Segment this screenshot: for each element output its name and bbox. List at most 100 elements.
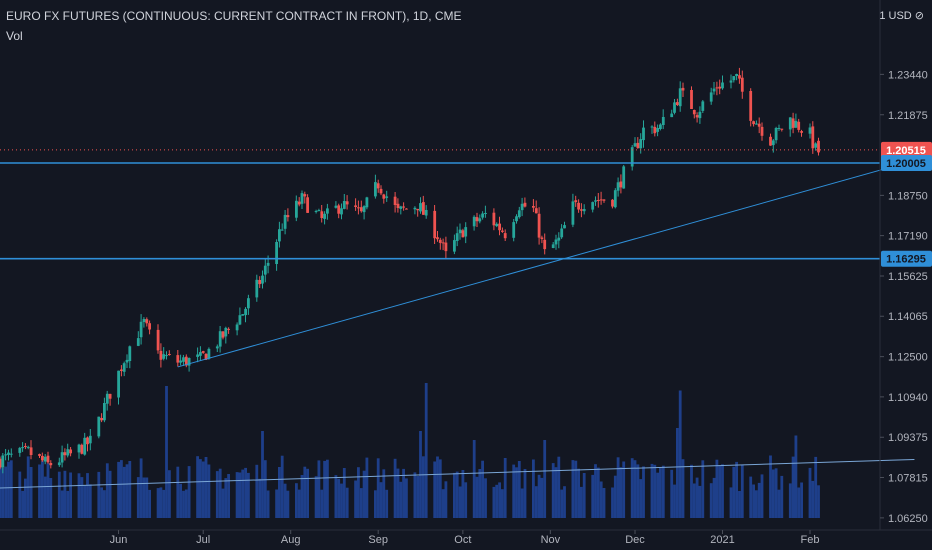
candle-body (642, 127, 645, 141)
candle-body (204, 353, 208, 360)
candle-body (103, 403, 106, 421)
volume-bar (557, 456, 561, 518)
volume-bar (379, 482, 383, 518)
volume-bar (385, 489, 389, 518)
candle-body (337, 205, 341, 214)
volume-bar (88, 484, 92, 518)
volume-bar (66, 490, 70, 518)
volume-bar (145, 477, 149, 518)
candle-body (811, 126, 815, 149)
candle-body (357, 207, 360, 209)
candle-body (125, 359, 129, 363)
candle-body (21, 447, 24, 449)
volume-bar (458, 486, 462, 518)
candle-body (376, 183, 380, 189)
candle-body (444, 242, 448, 252)
candle-body (80, 444, 84, 454)
volume-bar (83, 485, 87, 518)
candle-body (41, 455, 44, 461)
price-axis-label: 1.21875 (888, 110, 928, 122)
volume-bar (300, 475, 304, 518)
candle-body (97, 416, 101, 437)
volume-bar (580, 486, 583, 518)
volume-bar (402, 468, 405, 518)
time-axis-label: Dec (625, 534, 645, 546)
candle-body (354, 205, 357, 207)
volume-bar (817, 485, 820, 518)
candle-body (619, 181, 623, 188)
price-axis-label: 1.10940 (888, 392, 928, 404)
candle-body (402, 206, 405, 208)
volume-bar (712, 477, 716, 518)
volume-bar (455, 471, 459, 518)
volume-bar (255, 464, 259, 518)
volume-bar (337, 478, 341, 518)
volume-bar (613, 475, 617, 518)
candle-body (105, 393, 109, 404)
candle-body (475, 217, 479, 222)
candle-body (580, 209, 583, 211)
volume-bar (340, 483, 343, 518)
volume-bar (261, 431, 264, 518)
volume-bar (678, 390, 682, 518)
candle-body (630, 147, 634, 167)
volume-bar (501, 489, 504, 518)
volume-bar (599, 481, 603, 518)
candle-body (749, 91, 753, 121)
volume-bar (49, 478, 53, 518)
candle-body (571, 201, 575, 225)
chart-title: EURO FX FUTURES (CONTINUOUS: CURRENT CON… (6, 9, 462, 23)
volume-bar (103, 490, 106, 518)
volume-bar (38, 464, 41, 518)
volume-bar (594, 464, 597, 518)
candle-body (18, 447, 22, 453)
candle-body (433, 210, 437, 239)
currency-selector[interactable]: 1 USD ⊘ (879, 10, 924, 22)
volume-bar (139, 458, 143, 518)
candle-body (438, 239, 442, 243)
volume-bar (283, 483, 287, 518)
candle-body (478, 218, 482, 222)
candle-body (537, 213, 541, 238)
last-price-badge (881, 141, 932, 158)
candle-body (122, 363, 126, 372)
candle-body (168, 354, 171, 355)
volume-bar (46, 463, 50, 518)
candle-body (235, 324, 239, 331)
candle-body (320, 211, 324, 218)
volume-bar (297, 489, 301, 518)
candle-body (385, 196, 389, 198)
time-axis-label: Aug (281, 534, 301, 546)
volume-bar (405, 478, 408, 518)
volume-bar (224, 478, 228, 518)
candle-body (379, 188, 383, 194)
candle-body (543, 239, 547, 250)
volume-bar (168, 470, 171, 518)
candle-body (255, 279, 259, 298)
candle-body (162, 354, 166, 359)
volume-bar (738, 491, 741, 518)
candle-body (342, 201, 346, 209)
volume-bar (303, 466, 307, 518)
time-axis-label: Oct (454, 534, 471, 546)
candle-body (120, 369, 123, 371)
volume-bar (755, 490, 758, 518)
volume-bar (280, 455, 284, 518)
volume-bar (673, 484, 676, 518)
price-axis-label: 1.20515 (886, 145, 926, 157)
volume-bar (4, 466, 8, 518)
candle-body (244, 308, 247, 316)
candle-body (738, 75, 741, 79)
volume-bar (495, 484, 499, 518)
candle-body (187, 358, 191, 366)
candle-body (656, 128, 659, 132)
volume-bar (125, 464, 129, 518)
candle-body (218, 331, 222, 347)
volume-bar (670, 469, 674, 518)
volume-bar (534, 486, 538, 518)
volume-bar (201, 461, 205, 518)
candle-body (712, 88, 716, 92)
volume-bar (639, 479, 643, 518)
